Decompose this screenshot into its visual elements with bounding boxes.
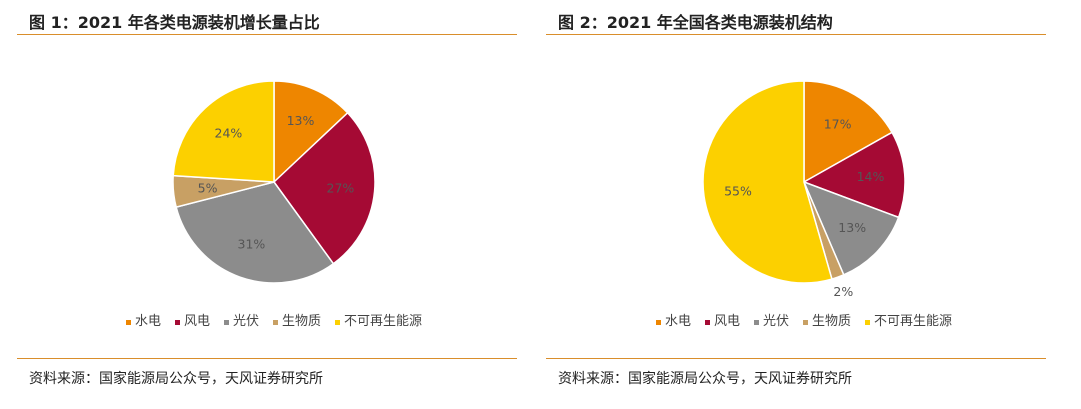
pie-chart-1: 13% 27% 31% 5% 24% 水电 风电 光伏 生物质 不可再生能源 — [126, 80, 422, 329]
pie-1-legend-swatch-biomass — [273, 320, 278, 325]
pie-1-legend-label-wind: 风电 — [184, 314, 210, 329]
pie-2-legend-label-wind: 风电 — [714, 314, 740, 329]
pie-1-label-nonrenewable: 24% — [215, 125, 243, 140]
figure-1-title: 图 1：2021 年各类电源装机增长量占比 — [29, 13, 320, 32]
pie-2-legend-label-biomass: 生物质 — [812, 314, 851, 329]
figure-1: 图 1：2021 年各类电源装机增长量占比 13% 27% 31% 5% 24% 水电 风电… — [17, 0, 517, 409]
pie-2-label-wind: 14% — [857, 169, 885, 184]
pie-2-label-solar: 13% — [838, 220, 866, 235]
pie-1-legend-label-hydro: 水电 — [135, 314, 161, 329]
pie-2-legend-swatch-biomass — [803, 320, 808, 325]
pie-1-slice-solar — [175, 181, 335, 284]
pie-2-legend-label-hydro: 水电 — [665, 314, 691, 329]
pie-1-label-solar: 31% — [238, 237, 266, 252]
pie-1-legend-swatch-solar — [224, 320, 229, 325]
figure-2-top-rule — [546, 34, 1046, 35]
pie-2-legend-swatch-hydro — [656, 320, 661, 325]
pie-2-slice-nonrenewable — [702, 80, 833, 284]
pie-2-slice-wind — [802, 131, 906, 219]
pie-2-slice-hydro — [803, 80, 894, 184]
pie-1-legend-swatch-nonrenewable — [335, 320, 340, 325]
pie-1-label-biomass: 5% — [198, 180, 218, 195]
pie-chart-2: 17% 14% 13% 2% 55% 水电 风电 光伏 生物质 不可再生能源 — [656, 80, 952, 329]
figure-1-source: 资料来源：国家能源局公众号，天风证券研究所 — [29, 371, 323, 387]
pie-2-label-hydro: 17% — [824, 116, 852, 131]
figure-2-bottom-rule — [546, 358, 1046, 359]
pie-1-legend-swatch-wind — [175, 320, 180, 325]
pie-2-legend-swatch-nonrenewable — [865, 320, 870, 325]
pie-1-legend: 水电 风电 光伏 生物质 不可再生能源 — [126, 314, 422, 329]
pie-1-slice-wind — [273, 111, 376, 265]
figure-1-bottom-rule — [17, 358, 517, 359]
pie-2-legend-label-solar: 光伏 — [763, 314, 789, 329]
figure-1-top-rule — [17, 34, 517, 35]
pie-2-legend: 水电 风电 光伏 生物质 不可再生能源 — [656, 314, 952, 329]
pie-2-label-nonrenewable: 55% — [724, 183, 752, 198]
pie-1-legend-label-solar: 光伏 — [233, 314, 259, 329]
pie-1-slice-nonrenewable — [172, 80, 275, 183]
pie-1-legend-label-biomass: 生物质 — [282, 314, 321, 329]
pie-1-slice-hydro — [273, 80, 349, 184]
pie-2-legend-label-nonrenewable: 不可再生能源 — [874, 314, 952, 329]
pie-1-legend-label-nonrenewable: 不可再生能源 — [344, 314, 422, 329]
pie-1-label-hydro: 13% — [287, 113, 315, 128]
pie-1-legend-swatch-hydro — [126, 320, 131, 325]
pie-2-legend-swatch-wind — [705, 320, 710, 325]
pie-2-label-biomass: 2% — [833, 284, 853, 299]
figure-2-source: 资料来源：国家能源局公众号，天风证券研究所 — [558, 371, 852, 387]
pie-1-label-wind: 27% — [327, 180, 355, 195]
pie-2-legend-swatch-solar — [754, 320, 759, 325]
figure-2: 图 2：2021 年全国各类电源装机结构 17% 14% 13% 2% 55% 水电 风电 光… — [546, 0, 1046, 409]
pie-2-slice-solar — [802, 180, 900, 276]
figure-2-title: 图 2：2021 年全国各类电源装机结构 — [558, 13, 833, 32]
